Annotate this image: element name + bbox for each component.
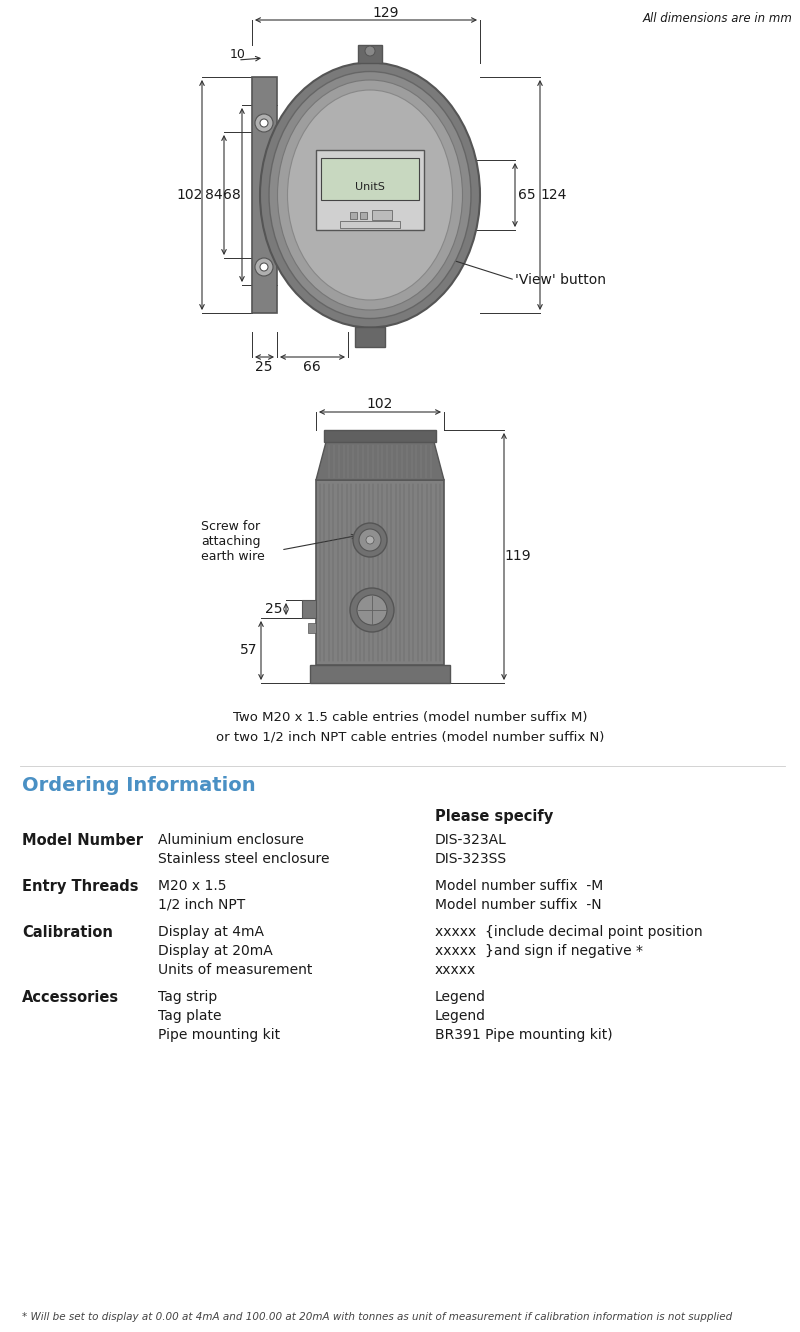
- Circle shape: [353, 523, 387, 557]
- Text: 10: 10: [230, 48, 246, 61]
- Text: Model Number: Model Number: [22, 832, 143, 848]
- Text: 129: 129: [373, 7, 399, 20]
- Text: Screw for
attaching
earth wire: Screw for attaching earth wire: [201, 519, 265, 563]
- Text: Ordering Information: Ordering Information: [22, 777, 256, 795]
- Text: 84: 84: [205, 188, 223, 202]
- Text: Display at 20mA: Display at 20mA: [158, 944, 273, 958]
- Circle shape: [260, 262, 268, 270]
- Text: Model number suffix  -M: Model number suffix -M: [435, 879, 603, 892]
- Bar: [308, 623, 316, 633]
- Bar: [310, 665, 450, 683]
- Text: Pipe mounting kit: Pipe mounting kit: [158, 1028, 280, 1042]
- Bar: [358, 45, 382, 63]
- Text: 25: 25: [265, 602, 282, 615]
- Text: Units of measurement: Units of measurement: [158, 963, 312, 976]
- Bar: [252, 77, 277, 313]
- Text: Accessories: Accessories: [22, 990, 119, 1006]
- Text: Legend: Legend: [435, 1010, 486, 1023]
- Text: 68: 68: [223, 188, 241, 202]
- Text: 88-212: 88-212: [332, 163, 408, 181]
- Circle shape: [350, 587, 394, 631]
- Text: 57: 57: [240, 643, 258, 657]
- Text: Calibration: Calibration: [22, 924, 113, 940]
- Text: 25: 25: [255, 360, 273, 374]
- Circle shape: [357, 595, 387, 625]
- Text: DIS-323AL: DIS-323AL: [435, 832, 507, 847]
- Text: * Will be set to display at 0.00 at 4mA and 100.00 at 20mA with tonnes as unit o: * Will be set to display at 0.00 at 4mA …: [22, 1312, 732, 1321]
- Text: 119: 119: [505, 549, 531, 563]
- Text: Model number suffix  -N: Model number suffix -N: [435, 898, 602, 912]
- Text: 65: 65: [518, 188, 536, 202]
- Bar: [355, 326, 385, 348]
- Text: Entry Threads: Entry Threads: [22, 879, 138, 894]
- Text: M20 x 1.5: M20 x 1.5: [158, 879, 226, 892]
- Text: Tag strip: Tag strip: [158, 990, 218, 1004]
- Circle shape: [255, 258, 273, 276]
- Bar: [350, 212, 357, 218]
- Text: UnitS: UnitS: [355, 182, 385, 192]
- Text: xxxxx  }and sign if negative *: xxxxx }and sign if negative *: [435, 944, 643, 958]
- Text: xxxxx: xxxxx: [435, 963, 476, 976]
- Circle shape: [260, 119, 268, 127]
- Ellipse shape: [260, 63, 480, 328]
- Text: Aluminium enclosure: Aluminium enclosure: [158, 832, 304, 847]
- Text: Legend: Legend: [435, 990, 486, 1004]
- Circle shape: [366, 535, 374, 543]
- Ellipse shape: [269, 72, 471, 318]
- Text: Two M20 x 1.5 cable entries (model number suffix M): Two M20 x 1.5 cable entries (model numbe…: [233, 711, 587, 725]
- Bar: [340, 221, 400, 228]
- Bar: [302, 599, 316, 618]
- Text: 102: 102: [367, 397, 393, 412]
- Ellipse shape: [287, 91, 453, 300]
- Bar: [324, 430, 436, 442]
- Bar: [316, 151, 424, 230]
- Text: BR391 Pipe mounting kit): BR391 Pipe mounting kit): [435, 1028, 613, 1042]
- Text: Tag plate: Tag plate: [158, 1010, 222, 1023]
- Text: All dimensions are in mm: All dimensions are in mm: [642, 12, 792, 25]
- Text: 102: 102: [177, 188, 203, 202]
- Text: Please specify: Please specify: [435, 809, 554, 825]
- Text: 66: 66: [303, 360, 321, 374]
- Text: xxxxx  {include decimal point position: xxxxx {include decimal point position: [435, 924, 702, 939]
- Text: or two 1/2 inch NPT cable entries (model number suffix N): or two 1/2 inch NPT cable entries (model…: [216, 731, 604, 745]
- Polygon shape: [316, 442, 444, 480]
- Circle shape: [255, 115, 273, 132]
- Circle shape: [359, 529, 381, 551]
- Text: DIS-323SS: DIS-323SS: [435, 852, 507, 866]
- Circle shape: [365, 47, 375, 56]
- Text: Stainless steel enclosure: Stainless steel enclosure: [158, 852, 330, 866]
- Text: 'View' button: 'View' button: [515, 273, 606, 286]
- Bar: [316, 480, 444, 665]
- Text: 124: 124: [541, 188, 567, 202]
- Bar: [372, 210, 392, 220]
- Text: 1/2 inch NPT: 1/2 inch NPT: [158, 898, 246, 912]
- Bar: [321, 159, 419, 200]
- Bar: [360, 212, 367, 218]
- Text: Display at 4mA: Display at 4mA: [158, 924, 264, 939]
- Ellipse shape: [278, 80, 462, 310]
